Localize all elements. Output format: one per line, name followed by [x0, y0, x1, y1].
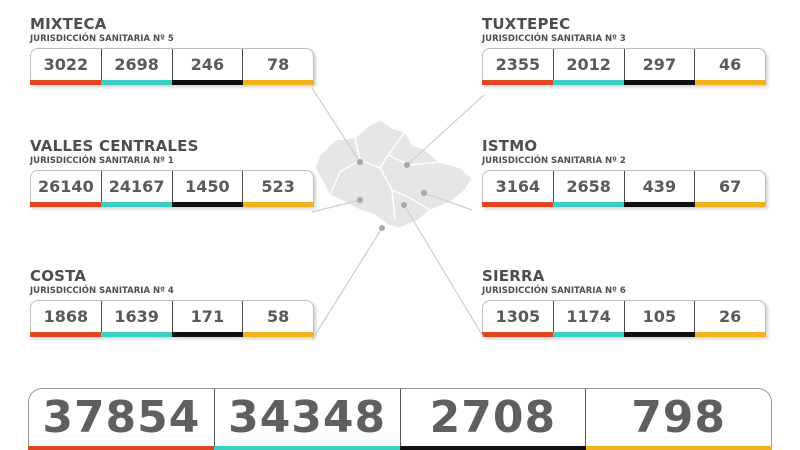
stat-box: 1868 1639 171 58: [30, 300, 314, 337]
region-title: ISTMO: [482, 137, 538, 155]
stat-value-3: 105: [623, 301, 695, 332]
bar-red: [482, 202, 553, 207]
bar-black: [172, 202, 243, 207]
bar-black: [624, 202, 695, 207]
stat-value-3: 1450: [171, 171, 243, 202]
bar-black: [172, 332, 243, 337]
bar-teal: [214, 446, 400, 450]
bar-red: [30, 80, 101, 85]
stat-box: 26140 24167 1450 523: [30, 170, 314, 207]
color-bars: [30, 202, 314, 207]
region-title: COSTA: [30, 267, 87, 285]
region-jurisdiction: JURISDICCIÓN SANITARIA Nº 6: [482, 286, 626, 296]
stat-value-4: 58: [242, 301, 313, 332]
stat-value-2: 2698: [100, 49, 172, 80]
bar-red: [482, 80, 553, 85]
total-value-4: 798: [585, 389, 771, 446]
stat-value-4: 46: [694, 49, 765, 80]
bar-teal: [553, 332, 624, 337]
bar-teal: [553, 202, 624, 207]
bar-yellow: [243, 332, 314, 337]
region-jurisdiction: JURISDICCIÓN SANITARIA Nº 3: [482, 34, 626, 44]
bar-black: [624, 80, 695, 85]
stat-value-4: 67: [694, 171, 765, 202]
region-sierra: SIERRA JURISDICCIÓN SANITARIA Nº 6 1305 …: [482, 268, 770, 337]
color-bars: [28, 446, 772, 450]
region-jurisdiction: JURISDICCIÓN SANITARIA Nº 2: [482, 156, 626, 166]
color-bars: [482, 80, 766, 85]
bar-teal: [101, 332, 172, 337]
bar-black: [624, 332, 695, 337]
region-jurisdiction: JURISDICCIÓN SANITARIA Nº 5: [30, 34, 174, 44]
stat-value-4: 523: [242, 171, 313, 202]
region-title: VALLES CENTRALES: [30, 137, 199, 155]
region-jurisdiction: JURISDICCIÓN SANITARIA Nº 1: [30, 156, 174, 166]
region-mixteca: MIXTECA JURISDICCIÓN SANITARIA Nº 5 3022…: [30, 16, 318, 85]
stat-value-1: 3022: [43, 55, 89, 74]
total-value-2: 34348: [213, 389, 400, 446]
stat-box: 3022 2698 246 78: [30, 48, 314, 85]
bar-teal: [101, 80, 172, 85]
region-istmo: ISTMO JURISDICCIÓN SANITARIA Nº 2 3164 2…: [482, 138, 770, 207]
bar-red: [30, 202, 101, 207]
stat-value-3: 297: [623, 49, 695, 80]
bar-red: [28, 446, 214, 450]
total-value-3: 2708: [399, 389, 586, 446]
stat-value-2: 2658: [552, 171, 624, 202]
stat-value-3: 171: [171, 301, 243, 332]
region-title: SIERRA: [482, 267, 545, 285]
region-title: MIXTECA: [30, 15, 107, 33]
bar-red: [30, 332, 101, 337]
bar-black: [172, 80, 243, 85]
bar-yellow: [695, 332, 766, 337]
stat-value-1: 2355: [495, 55, 541, 74]
bar-yellow: [695, 202, 766, 207]
region-jurisdiction: JURISDICCIÓN SANITARIA Nº 4: [30, 286, 174, 296]
bar-yellow: [695, 80, 766, 85]
bar-teal: [553, 80, 624, 85]
stat-value-1: 1305: [495, 307, 541, 326]
stat-value-2: 2012: [552, 49, 624, 80]
bar-red: [482, 332, 553, 337]
stat-value-2: 1174: [552, 301, 624, 332]
color-bars: [30, 80, 314, 85]
stat-value-4: 78: [242, 49, 313, 80]
bar-yellow: [586, 446, 772, 450]
total-value-1: 37854: [42, 392, 201, 443]
stat-value-2: 24167: [100, 171, 172, 202]
totals-box: 37854 34348 2708 798: [28, 388, 772, 450]
region-title: TUXTEPEC: [482, 15, 571, 33]
color-bars: [482, 202, 766, 207]
bar-black: [400, 446, 586, 450]
region-costa: COSTA JURISDICCIÓN SANITARIA Nº 4 1868 1…: [30, 268, 318, 337]
region-tuxtepec: TUXTEPEC JURISDICCIÓN SANITARIA Nº 3 235…: [482, 16, 770, 85]
stat-box: 3164 2658 439 67: [482, 170, 766, 207]
color-bars: [30, 332, 314, 337]
bar-yellow: [243, 202, 314, 207]
stat-value-2: 1639: [100, 301, 172, 332]
stat-box: 2355 2012 297 46: [482, 48, 766, 85]
bar-teal: [101, 202, 172, 207]
region-valles-centrales: VALLES CENTRALES JURISDICCIÓN SANITARIA …: [30, 138, 318, 207]
stat-value-4: 26: [694, 301, 765, 332]
oaxaca-map: [314, 119, 473, 229]
stat-value-3: 439: [623, 171, 695, 202]
stat-value-1: 1868: [43, 307, 89, 326]
stat-value-1: 26140: [38, 177, 94, 196]
bar-yellow: [243, 80, 314, 85]
stat-value-1: 3164: [495, 177, 541, 196]
color-bars: [482, 332, 766, 337]
stat-box: 1305 1174 105 26: [482, 300, 766, 337]
stat-value-3: 246: [171, 49, 243, 80]
